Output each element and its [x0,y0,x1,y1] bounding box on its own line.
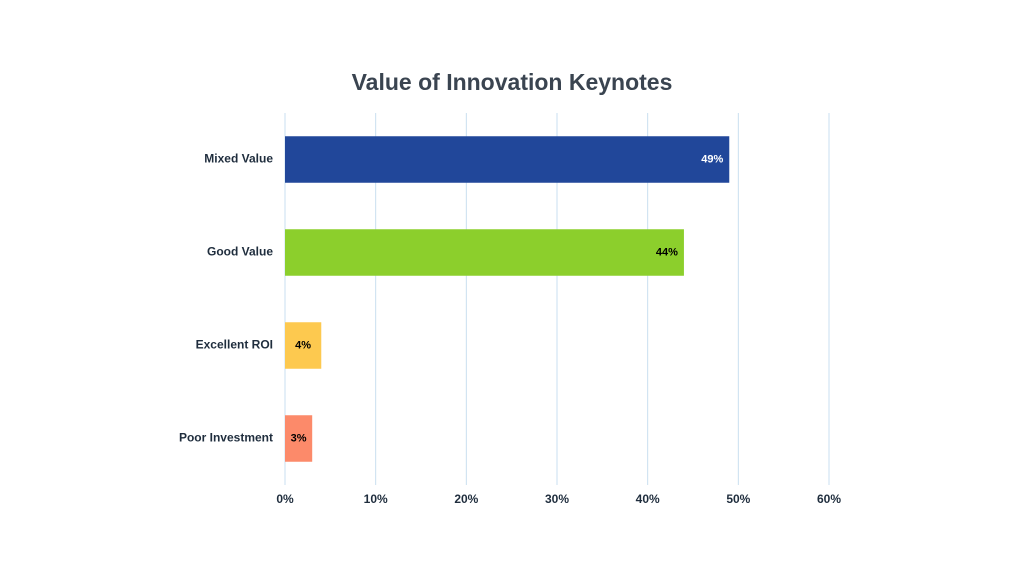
y-tick-label: Poor Investment [179,431,273,445]
x-tick-label: 60% [817,492,841,506]
x-tick-label: 0% [276,492,294,506]
bar [285,229,684,276]
x-tick-label: 40% [636,492,660,506]
value-label: 44% [656,246,678,258]
chart-title: Value of Innovation Keynotes [352,69,673,95]
y-tick-label: Mixed Value [204,152,273,166]
x-tick-label: 10% [364,492,388,506]
bar [285,415,313,462]
bar [285,322,322,369]
x-tick-label: 30% [545,492,569,506]
y-tick-label: Good Value [207,245,273,259]
y-tick-label: Excellent ROI [196,338,273,352]
value-label: 49% [701,153,723,165]
x-tick-label: 50% [726,492,750,506]
x-tick-label: 20% [454,492,478,506]
value-label: 4% [295,339,311,351]
value-label: 3% [291,432,307,444]
bar [285,136,730,183]
